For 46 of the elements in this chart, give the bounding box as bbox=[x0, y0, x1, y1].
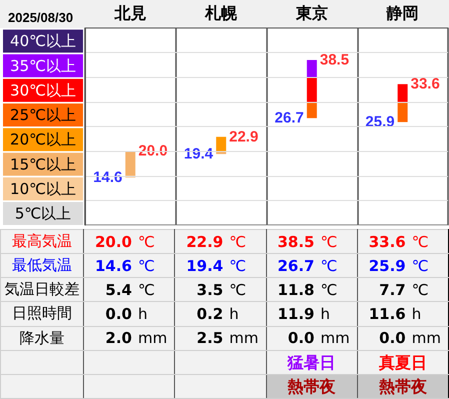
y-tick-label: 25℃以上 bbox=[10, 106, 76, 124]
text: 25.9 ℃ bbox=[368, 256, 429, 275]
text: 11.6 h bbox=[368, 304, 422, 323]
category-label: 最低気温 bbox=[12, 256, 72, 274]
x-tick-label: 静岡 bbox=[386, 4, 419, 22]
text: 真夏日 bbox=[378, 352, 427, 372]
text: 0.2 h bbox=[196, 304, 239, 323]
category-label: 日照時間 bbox=[12, 304, 72, 322]
y-tick-label: 5℃以上 bbox=[14, 204, 72, 222]
text: 熱帯夜 bbox=[288, 376, 336, 396]
annotation: 38.5 bbox=[320, 52, 350, 69]
annotation: 26.7 bbox=[274, 110, 304, 127]
text: 2.0 mm bbox=[105, 329, 168, 348]
text: 0.0 mm bbox=[288, 329, 350, 348]
text: 7.7 ℃ bbox=[379, 280, 429, 299]
y-tick-label: 40℃以上 bbox=[10, 32, 76, 50]
category-label: 気温日較差 bbox=[4, 280, 80, 298]
text: 19.4 ℃ bbox=[186, 256, 246, 275]
category-label: 最高気温 bbox=[12, 232, 72, 250]
y-tick-label: 15℃以上 bbox=[10, 155, 76, 174]
y-tick-label: 30℃以上 bbox=[10, 81, 76, 100]
y-tick-label: 20℃以上 bbox=[10, 130, 76, 149]
text: 2.5 mm bbox=[196, 329, 258, 348]
text: 20.0 ℃ bbox=[94, 232, 155, 251]
y-tick-label: 10℃以上 bbox=[10, 180, 76, 198]
text: 0.0 mm bbox=[379, 329, 441, 348]
text: 22.9 ℃ bbox=[186, 232, 246, 251]
text: 0.0 h bbox=[105, 304, 148, 323]
text: 33.6 ℃ bbox=[368, 232, 429, 251]
text: 11.9 h bbox=[277, 304, 330, 323]
text: 熱帯夜 bbox=[378, 376, 427, 396]
chart-title: 2025/08/30 bbox=[8, 10, 74, 25]
category-label: 降水量 bbox=[20, 328, 64, 347]
x-tick-label: 札幌 bbox=[204, 4, 238, 22]
text: 26.7 ℃ bbox=[277, 256, 338, 275]
y-tick-label: 35℃以上 bbox=[10, 56, 76, 75]
x-tick-label: 東京 bbox=[294, 4, 328, 22]
annotation: 22.9 bbox=[229, 128, 258, 146]
text: 3.5 ℃ bbox=[196, 280, 246, 299]
text: 5.4 ℃ bbox=[105, 280, 155, 299]
text: 38.5 ℃ bbox=[277, 232, 338, 251]
text: 猛暑日 bbox=[288, 352, 336, 372]
annotation: 33.6 bbox=[410, 76, 440, 93]
text: 11.8 ℃ bbox=[277, 280, 338, 299]
text: 14.6 ℃ bbox=[94, 256, 155, 275]
x-tick-label: 北見 bbox=[113, 4, 146, 22]
